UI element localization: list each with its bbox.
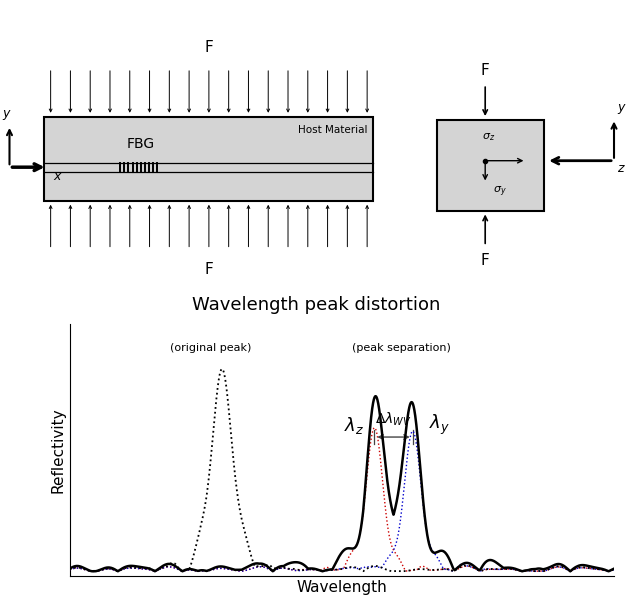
Y-axis label: Reflectivity: Reflectivity [51,407,65,493]
Bar [44,116,373,201]
Text: Host Material: Host Material [298,125,367,135]
X-axis label: Wavelength: Wavelength [296,580,387,595]
Text: $\lambda_z$: $\lambda_z$ [344,415,364,436]
Text: Wavelength peak distortion: Wavelength peak distortion [192,296,441,314]
Text: (original peak): (original peak) [170,343,252,353]
Text: $\lambda_y$: $\lambda_y$ [429,413,450,437]
Text: FBG: FBG [127,137,154,151]
Text: F: F [481,63,489,78]
Text: y: y [3,107,10,120]
Text: F: F [204,40,213,55]
Text: (peak separation): (peak separation) [352,343,451,353]
Text: $\sigma_z$: $\sigma_z$ [482,131,495,143]
Text: F: F [481,253,489,268]
Text: y: y [617,101,625,114]
Text: x: x [54,170,61,184]
Bar [437,120,544,211]
Text: z: z [617,163,624,175]
Text: $\sigma_y$: $\sigma_y$ [492,185,506,199]
Text: F: F [204,262,213,277]
Text: $\Delta\lambda_{WV}$: $\Delta\lambda_{WV}$ [375,410,412,428]
